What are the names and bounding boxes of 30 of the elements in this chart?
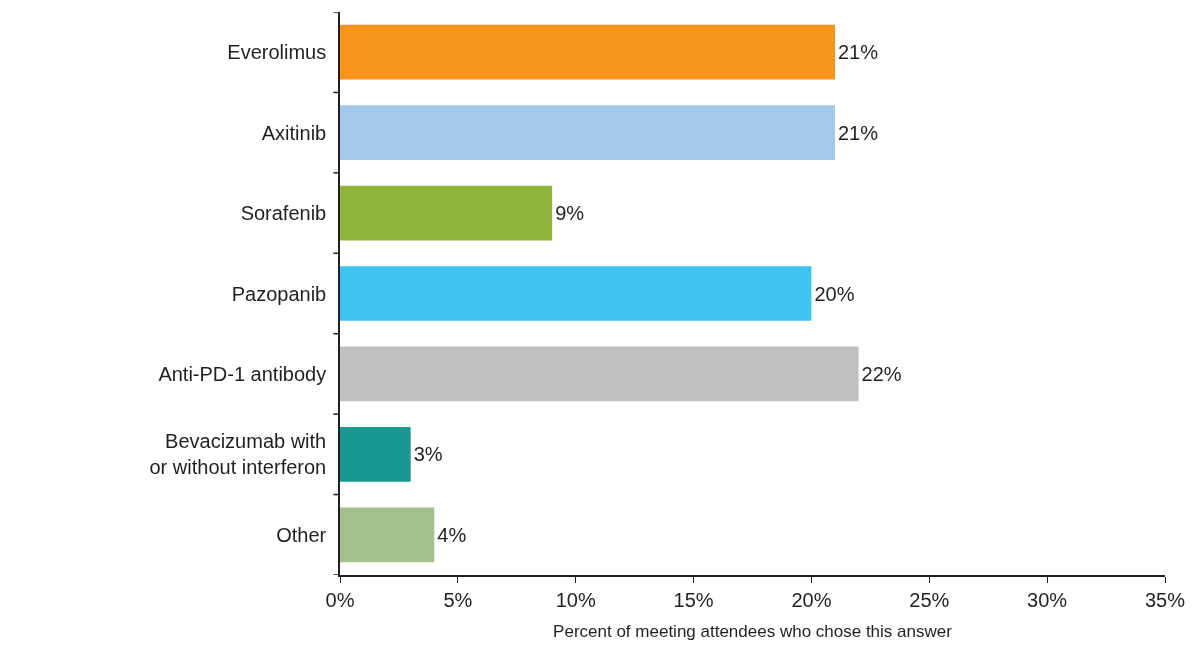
data-label: 9% bbox=[555, 202, 585, 225]
x-tick-label: 15% bbox=[673, 588, 714, 611]
bar bbox=[340, 24, 835, 80]
bar bbox=[340, 346, 859, 402]
y-tick-label: Everolimus bbox=[227, 41, 327, 64]
bar bbox=[340, 266, 812, 321]
data-label: 3% bbox=[413, 443, 443, 466]
data-label: 21% bbox=[838, 121, 879, 144]
data-label: 20% bbox=[814, 282, 855, 305]
bar bbox=[340, 507, 435, 563]
bar bbox=[340, 105, 835, 160]
x-tick-label: 0% bbox=[325, 588, 355, 611]
y-tick-label: Pazopanib bbox=[231, 282, 327, 305]
data-label: 4% bbox=[437, 523, 467, 546]
data-label: 22% bbox=[861, 362, 902, 385]
bar bbox=[340, 427, 411, 482]
data-label: 21% bbox=[838, 41, 879, 64]
y-tick-label: Sorafenib bbox=[240, 202, 327, 225]
y-tick-label: Bevacizumab with or without interferon bbox=[149, 430, 327, 479]
x-tick-label: 20% bbox=[791, 588, 832, 611]
x-tick-label: 10% bbox=[555, 588, 596, 611]
x-axis-title: Percent of meeting attendees who chose this answer bbox=[553, 621, 953, 641]
bar bbox=[340, 185, 553, 241]
y-tick-label: Axitinib bbox=[261, 121, 327, 144]
x-tick-label: 30% bbox=[1027, 588, 1068, 611]
x-tick-label: 35% bbox=[1144, 588, 1186, 611]
y-tick-label: Other bbox=[276, 523, 327, 546]
x-tick-label: 5% bbox=[443, 588, 473, 611]
x-tick-label: 25% bbox=[909, 588, 950, 611]
y-tick-label: Anti-PD-1 antibody bbox=[158, 362, 327, 385]
